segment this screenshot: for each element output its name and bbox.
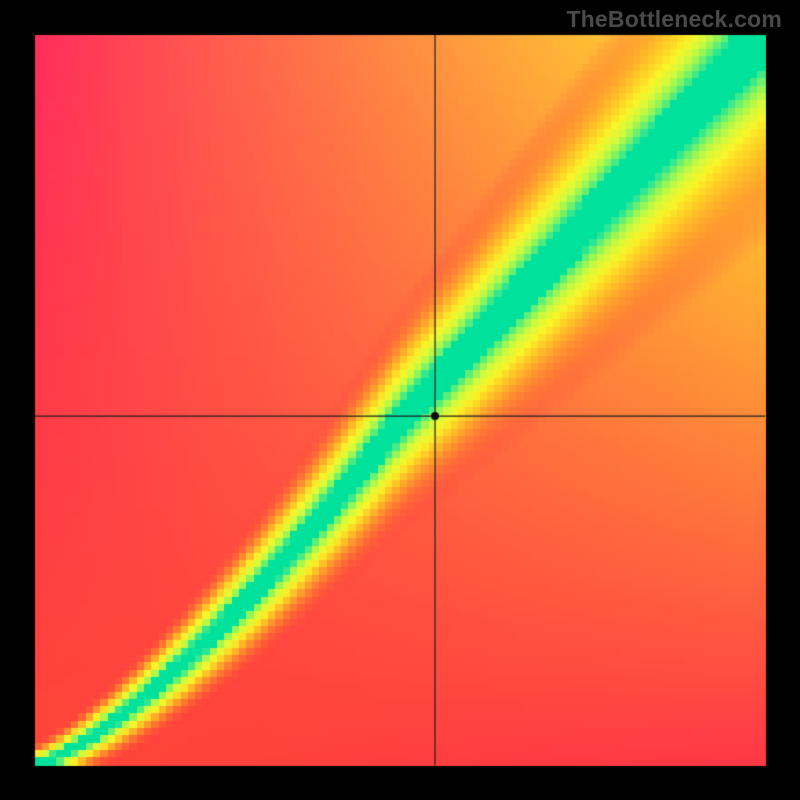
chart-container: TheBottleneck.com xyxy=(0,0,800,800)
heatmap-canvas xyxy=(0,0,800,800)
watermark-text: TheBottleneck.com xyxy=(566,6,782,33)
